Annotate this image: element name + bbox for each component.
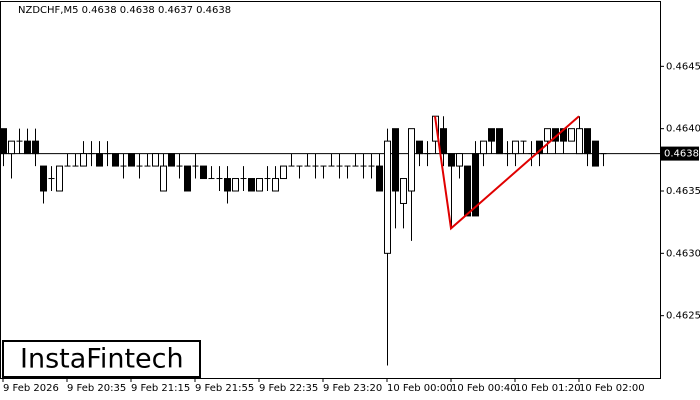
y-tick-label: 0.4630 <box>666 248 700 259</box>
candle-body <box>544 128 551 142</box>
candle-body <box>40 165 47 192</box>
candle-body <box>592 140 599 167</box>
candle-body <box>376 165 383 192</box>
x-tick-label: 9 Feb 22:35 <box>259 383 318 394</box>
x-tick-label: 10 Feb 00:00 <box>387 383 453 394</box>
chart-title: NZDCHF,M5 0.4638 0.4638 0.4637 0.4638 <box>18 5 231 16</box>
x-tick-label: 10 Feb 02:00 <box>579 383 645 394</box>
y-tick-label: 0.4625 <box>666 311 700 322</box>
candle-body <box>0 128 7 155</box>
candle-body <box>56 165 63 192</box>
candle-body <box>24 140 31 155</box>
x-tick-label: 9 Feb 2026 <box>3 383 59 394</box>
candle-body <box>200 165 207 180</box>
price-label: 0.4638 <box>664 149 699 160</box>
candle-body <box>488 128 495 142</box>
logo: InstaFintech <box>20 344 184 375</box>
candle-body <box>568 128 575 142</box>
x-tick-label: 9 Feb 21:55 <box>195 383 254 394</box>
candle-body <box>392 128 399 192</box>
candle-body <box>96 153 103 167</box>
candle-body <box>576 128 583 155</box>
candle-body <box>384 140 391 254</box>
y-tick-label: 0.4645 <box>666 61 700 72</box>
candle-body <box>152 153 159 167</box>
candle-body <box>184 165 191 192</box>
candle-body <box>80 153 87 167</box>
candle-body <box>8 140 15 155</box>
candle-body <box>280 165 287 180</box>
candle-body <box>416 140 423 155</box>
candle-body <box>448 153 455 167</box>
candle-body <box>496 128 503 155</box>
candle-body <box>512 140 519 155</box>
price-label-bg <box>661 146 699 161</box>
candle-body <box>400 178 407 204</box>
x-tick-label: 10 Feb 01:20 <box>515 383 581 394</box>
candle-body <box>248 178 255 192</box>
pattern-line <box>434 115 580 231</box>
x-tick-label: 10 Feb 00:40 <box>451 383 517 394</box>
candle-body <box>256 178 263 192</box>
y-tick-label: 0.4635 <box>666 186 700 197</box>
x-tick-label: 9 Feb 21:15 <box>131 383 190 394</box>
marks: 0.4625 0.4630 0.4635 0.4640 0.4645 9 Feb 2026… <box>0 61 700 394</box>
candle-body <box>112 153 119 167</box>
plot-frame <box>0 1 661 379</box>
candle-body <box>168 153 175 167</box>
logo-box <box>2 340 201 378</box>
candle-body <box>480 140 487 155</box>
candle-body <box>456 153 463 167</box>
y-tick-label: 0.4640 <box>666 124 700 135</box>
candle-body <box>472 153 479 217</box>
x-tick-label: 9 Feb 20:35 <box>67 383 126 394</box>
candle-body <box>128 153 135 167</box>
candle-body <box>408 128 415 192</box>
x-tick-label: 9 Feb 23:20 <box>323 383 382 394</box>
candle-body <box>160 165 167 192</box>
candle-body <box>32 140 39 155</box>
candle-body <box>272 178 279 192</box>
candle-body <box>232 178 239 192</box>
candle-body <box>464 165 471 217</box>
candle-body <box>584 128 591 155</box>
candle-body <box>440 128 447 155</box>
candle-body <box>224 178 231 192</box>
